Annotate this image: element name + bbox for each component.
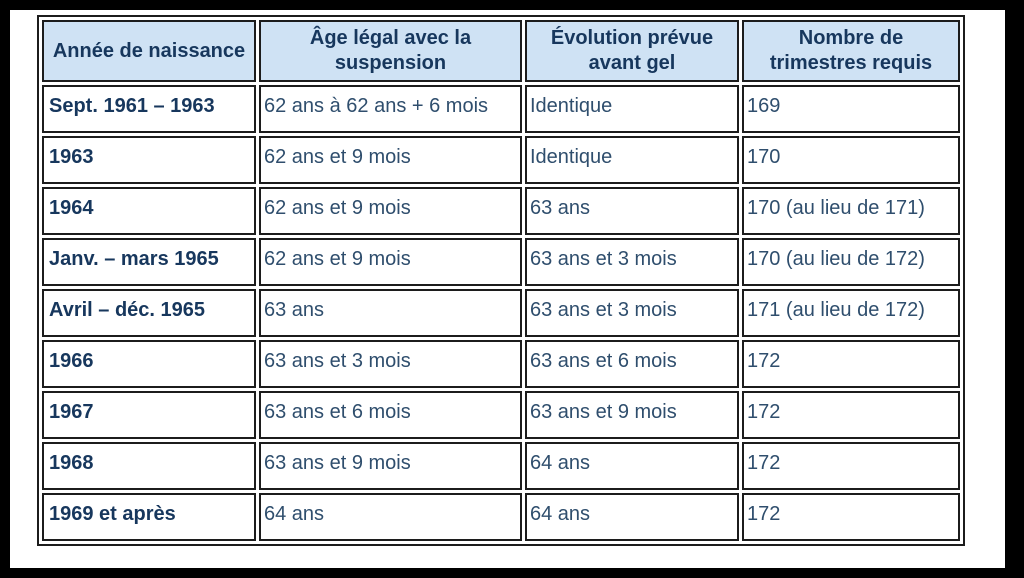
cell-legal-age: 62 ans à 62 ans + 6 mois bbox=[259, 85, 522, 133]
cell-legal-age: 63 ans et 9 mois bbox=[259, 442, 522, 490]
cell-birth-year: 1966 bbox=[42, 340, 256, 388]
cell-birth-year: Sept. 1961 – 1963 bbox=[42, 85, 256, 133]
cell-evolution: Identique bbox=[525, 136, 739, 184]
header-annee-de-naissance: Année de naissance bbox=[42, 20, 256, 82]
cell-quarters: 171 (au lieu de 172) bbox=[742, 289, 960, 337]
table-row: 1966 63 ans et 3 mois 63 ans et 6 mois 1… bbox=[42, 340, 960, 388]
cell-legal-age: 62 ans et 9 mois bbox=[259, 187, 522, 235]
table-row: Avril – déc. 1965 63 ans 63 ans et 3 moi… bbox=[42, 289, 960, 337]
cell-birth-year: 1968 bbox=[42, 442, 256, 490]
cell-legal-age: 63 ans et 6 mois bbox=[259, 391, 522, 439]
cell-birth-year: 1967 bbox=[42, 391, 256, 439]
header-nombre-trimestres-requis: Nombre de trimestres requis bbox=[742, 20, 960, 82]
table-row: 1967 63 ans et 6 mois 63 ans et 9 mois 1… bbox=[42, 391, 960, 439]
cell-quarters: 172 bbox=[742, 340, 960, 388]
table-row: 1969 et après 64 ans 64 ans 172 bbox=[42, 493, 960, 541]
cell-evolution: Identique bbox=[525, 85, 739, 133]
cell-birth-year: 1963 bbox=[42, 136, 256, 184]
cell-legal-age: 62 ans et 9 mois bbox=[259, 136, 522, 184]
cell-evolution: 63 ans et 3 mois bbox=[525, 289, 739, 337]
cell-quarters: 170 (au lieu de 172) bbox=[742, 238, 960, 286]
cell-evolution: 64 ans bbox=[525, 442, 739, 490]
cell-quarters: 172 bbox=[742, 391, 960, 439]
cell-evolution: 63 ans bbox=[525, 187, 739, 235]
cell-evolution: 63 ans et 9 mois bbox=[525, 391, 739, 439]
page: Année de naissance Âge légal avec la sus… bbox=[10, 10, 1005, 546]
cell-birth-year: 1964 bbox=[42, 187, 256, 235]
cell-legal-age: 64 ans bbox=[259, 493, 522, 541]
cell-quarters: 170 (au lieu de 171) bbox=[742, 187, 960, 235]
cell-birth-year: Avril – déc. 1965 bbox=[42, 289, 256, 337]
table-row: Janv. – mars 1965 62 ans et 9 mois 63 an… bbox=[42, 238, 960, 286]
header-evolution-prevue-avant-gel: Évolution prévue avant gel bbox=[525, 20, 739, 82]
header-age-legal-avec-suspension: Âge légal avec la suspension bbox=[259, 20, 522, 82]
cell-legal-age: 63 ans bbox=[259, 289, 522, 337]
cell-quarters: 172 bbox=[742, 442, 960, 490]
cell-legal-age: 63 ans et 3 mois bbox=[259, 340, 522, 388]
cell-evolution: 63 ans et 6 mois bbox=[525, 340, 739, 388]
retirement-table: Année de naissance Âge légal avec la sus… bbox=[37, 15, 965, 546]
table-header-row: Année de naissance Âge légal avec la sus… bbox=[42, 20, 960, 82]
table-row: 1968 63 ans et 9 mois 64 ans 172 bbox=[42, 442, 960, 490]
cell-quarters: 169 bbox=[742, 85, 960, 133]
cell-evolution: 63 ans et 3 mois bbox=[525, 238, 739, 286]
cell-birth-year: Janv. – mars 1965 bbox=[42, 238, 256, 286]
cell-birth-year: 1969 et après bbox=[42, 493, 256, 541]
table-row: Sept. 1961 – 1963 62 ans à 62 ans + 6 mo… bbox=[42, 85, 960, 133]
cell-quarters: 172 bbox=[742, 493, 960, 541]
cell-evolution: 64 ans bbox=[525, 493, 739, 541]
table-row: 1964 62 ans et 9 mois 63 ans 170 (au lie… bbox=[42, 187, 960, 235]
table-row: 1963 62 ans et 9 mois Identique 170 bbox=[42, 136, 960, 184]
cell-legal-age: 62 ans et 9 mois bbox=[259, 238, 522, 286]
cell-quarters: 170 bbox=[742, 136, 960, 184]
